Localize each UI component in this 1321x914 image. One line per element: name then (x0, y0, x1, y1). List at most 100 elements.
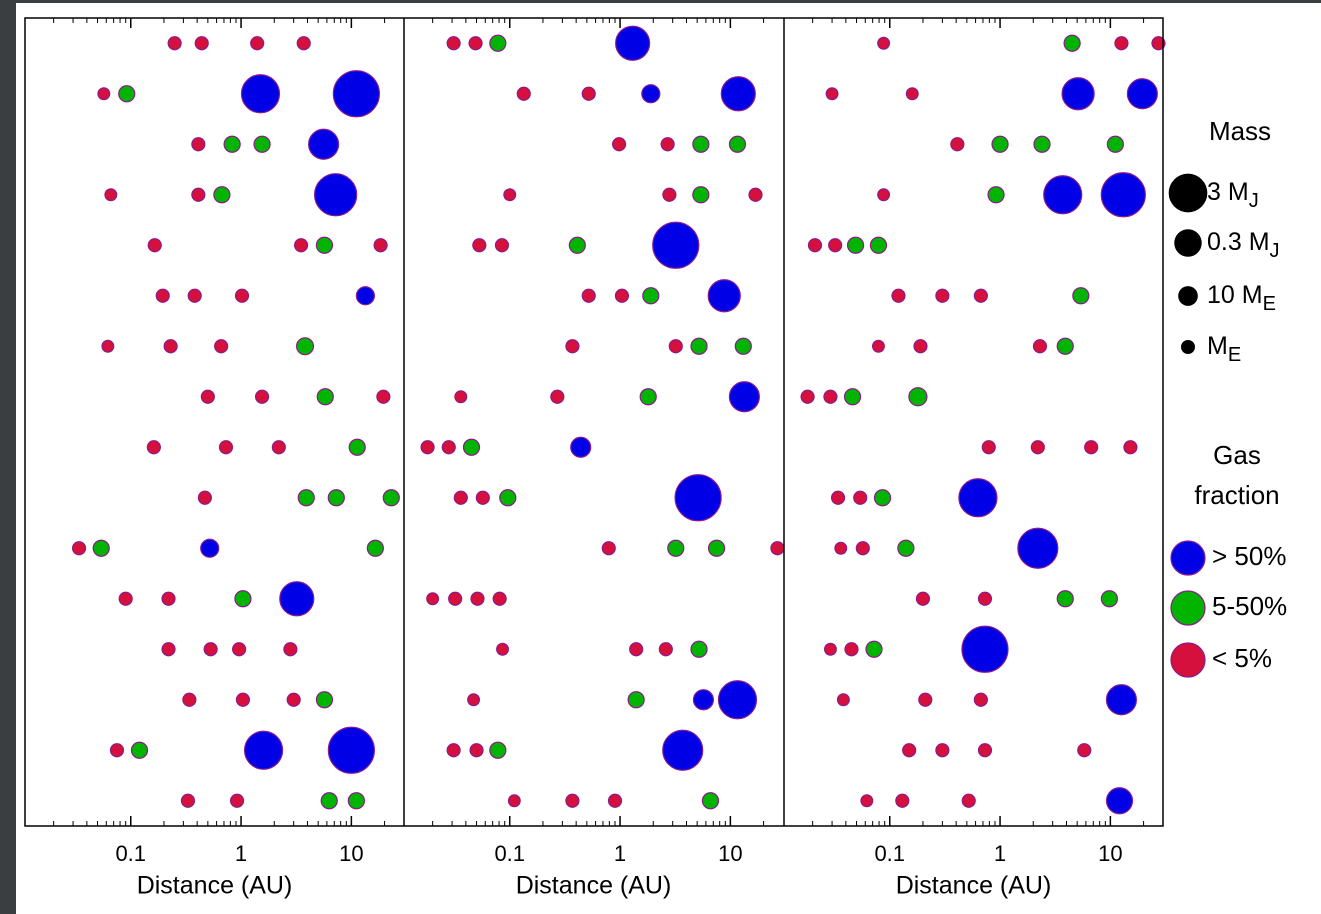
planet-point (642, 287, 660, 305)
planet-point (834, 541, 848, 555)
planet-point (446, 743, 461, 758)
planet-point (234, 590, 252, 608)
planet-point (213, 186, 231, 204)
planet-point (462, 438, 481, 456)
planet-point (690, 640, 708, 658)
planet-point (770, 541, 785, 556)
planet-point (614, 288, 630, 303)
planet-point (214, 339, 229, 354)
planet-point (674, 474, 722, 522)
planet-point (92, 539, 110, 557)
planet-point (825, 87, 839, 101)
x-tick-label: 0.1 (115, 841, 146, 866)
planet-point (448, 591, 463, 606)
planet-point (348, 438, 366, 456)
planet-point (707, 279, 741, 313)
planet-point (877, 188, 891, 202)
planet-point (200, 389, 215, 404)
planet-point (71, 541, 87, 556)
planet-point (308, 128, 340, 160)
planet-point (581, 288, 596, 303)
planet-point (615, 25, 651, 61)
planet-point (279, 581, 315, 617)
planet-point (118, 85, 136, 103)
planet-point (161, 642, 176, 657)
planet-point (843, 388, 862, 406)
planet-point (871, 339, 885, 353)
size-legend-label: 0.3 MJ (1207, 228, 1280, 263)
planet-point (987, 186, 1005, 204)
planet-point (167, 36, 182, 51)
planet-point (860, 794, 874, 808)
planet-point (472, 238, 487, 253)
planet-point (701, 792, 720, 810)
planet-point (327, 489, 345, 507)
planet-point (660, 137, 675, 152)
size-legend-subscript: J (1270, 240, 1280, 262)
color-legend-label: > 50% (1212, 541, 1286, 571)
planet-point (315, 691, 334, 709)
planet-point (499, 489, 517, 507)
planet-point (662, 187, 677, 202)
planet-point (908, 387, 928, 407)
planet-point (550, 389, 565, 404)
planet-point (915, 591, 931, 606)
planet-point (1077, 743, 1092, 758)
planet-point (807, 238, 823, 253)
planet-point (200, 538, 220, 558)
planet-point (373, 238, 388, 253)
planet-point (1061, 77, 1095, 111)
planet-point (320, 792, 338, 810)
size-legend-text: 10 M (1207, 281, 1263, 309)
planet-point (692, 135, 710, 153)
planet-point (891, 288, 906, 303)
planet-point (182, 692, 197, 707)
planet-point (293, 238, 309, 253)
color-legend-title: Gas (1213, 440, 1261, 470)
planet-point (232, 642, 247, 657)
planet-point (692, 186, 710, 204)
planet-point (295, 337, 315, 356)
planet-point (1100, 590, 1119, 608)
planet-point (1114, 36, 1129, 51)
x-axis-label: Distance (AU) (516, 872, 672, 900)
planet-point (470, 591, 485, 606)
size-legend-title: Mass (1209, 116, 1271, 146)
planet-point (895, 793, 910, 808)
planet-point (935, 743, 950, 758)
planet-point (707, 539, 726, 557)
planet-point (313, 173, 358, 217)
planet-point (877, 36, 891, 50)
planet-point (935, 288, 950, 303)
planet-point (950, 137, 965, 152)
planet-point (830, 490, 846, 505)
planet-point (194, 36, 209, 51)
planet-point (250, 36, 265, 51)
planet-point (155, 288, 170, 303)
color-legend-swatch (1170, 590, 1206, 626)
planet-point (254, 389, 270, 404)
planet-point (601, 541, 616, 556)
x-tick-label: 1 (235, 841, 247, 866)
planet-point (734, 337, 752, 355)
planet-point (489, 34, 507, 52)
planet-point (973, 692, 988, 707)
planet-point (728, 381, 760, 413)
planet-point (823, 389, 838, 404)
color-legend-label: 5-50% (1212, 591, 1287, 621)
color-legend-title: fraction (1194, 480, 1279, 510)
size-legend-subscript: E (1228, 344, 1241, 366)
planet-point (611, 137, 627, 152)
planet-point (355, 286, 375, 306)
planet-point (496, 642, 509, 656)
size-legend-marker (1181, 340, 1195, 354)
size-legend-text: 3 M (1207, 178, 1249, 206)
size-legend-marker (1174, 229, 1202, 257)
planet-point (565, 339, 580, 354)
planet-point (1056, 337, 1074, 355)
planet-point (218, 440, 234, 455)
planet-point (836, 693, 850, 707)
planet-point (627, 691, 645, 709)
planet-point (639, 388, 657, 406)
